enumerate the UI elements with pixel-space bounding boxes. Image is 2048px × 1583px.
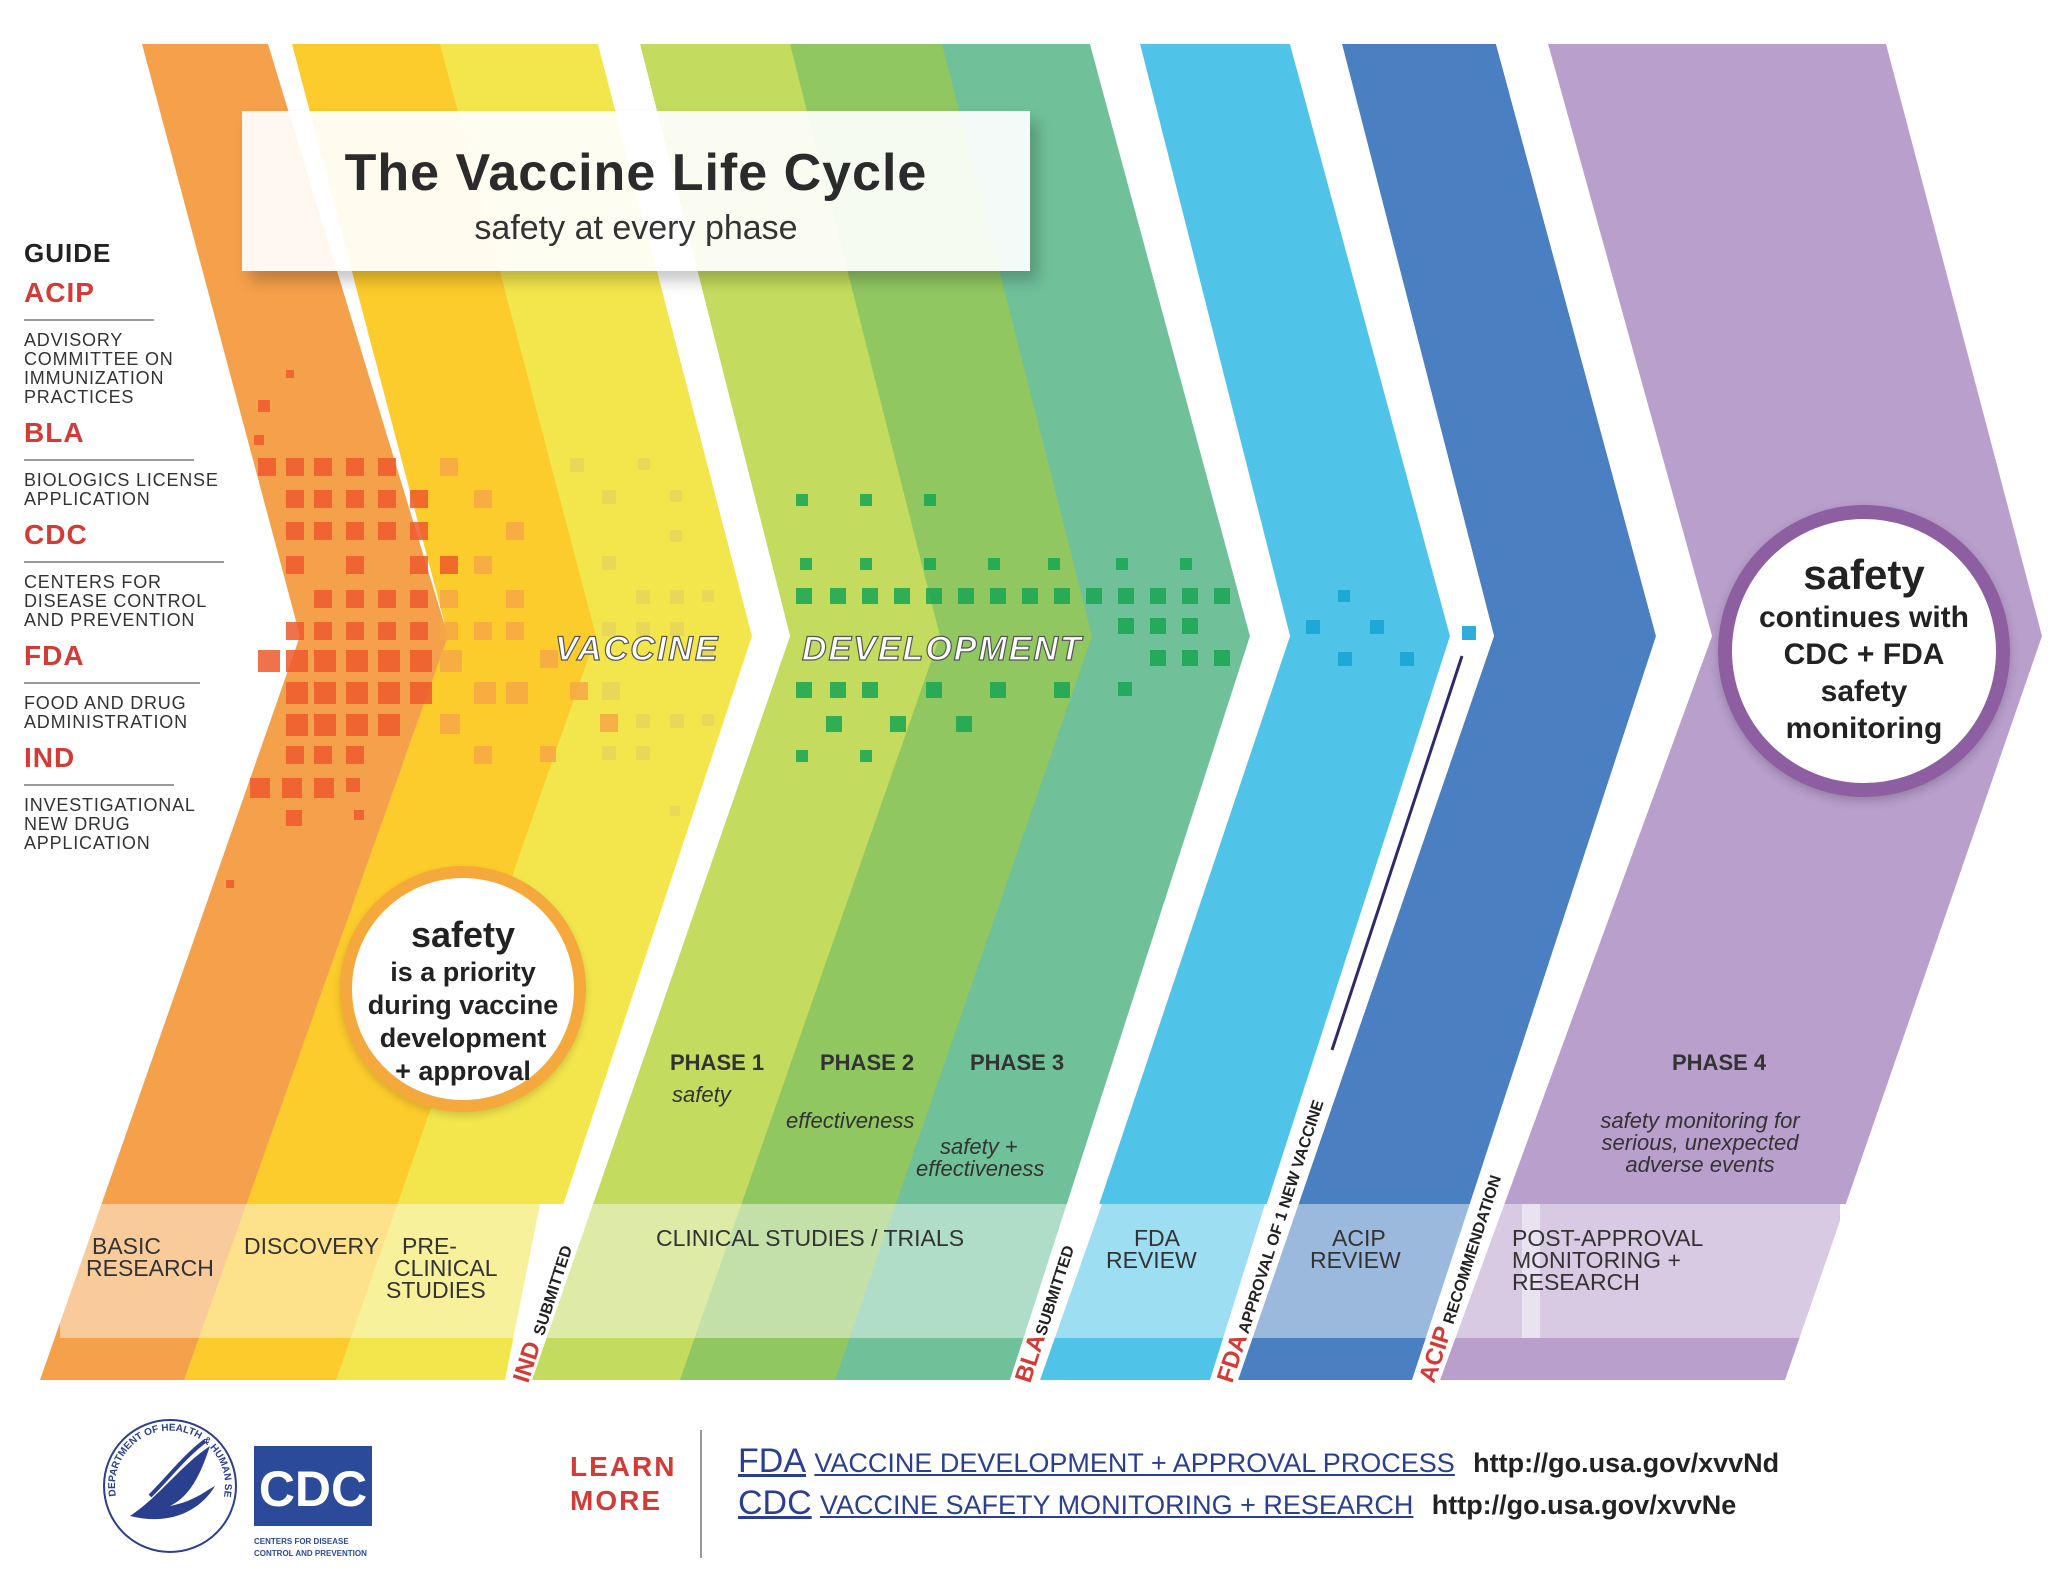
band-acip-review [1238,44,1656,1380]
safety-monitoring-bubble: safety continues with CDC + FDA safety m… [1718,505,2010,797]
stage-basic-research-line-1: BASIC [92,1233,161,1259]
stage-discovery: DISCOVERY [244,1233,379,1259]
stage-fda-review-line-1: FDA [1134,1225,1181,1251]
page-title: The Vaccine Life Cycle [344,144,928,202]
band-phase-3 [835,44,1250,1380]
phase-4-desc-line-2: serious, unexpected [1602,1130,1800,1155]
pixel-squares-yellow [440,458,618,764]
glossary-guide: GUIDE ACIP ADVISORY COMMITTEE ON IMMUNIZ… [24,238,234,863]
guide-abbr: ACIP [24,277,154,321]
safety-priority-bubble: safety is a priority during vaccine deve… [340,866,586,1112]
bubble-right-line: safety [1820,675,1908,708]
separator-fda [1210,44,1494,1380]
banner-vaccine: VACCINE [555,630,720,668]
guide-item-acip: ACIP ADVISORY COMMITTEE ON IMMUNIZATION … [24,277,234,407]
separator-acip [1412,44,1712,1380]
eagle-icon [130,1446,215,1520]
cdc-resource-link[interactable]: CDC VACCINE SAFETY MONITORING + RESEARCH… [738,1484,1736,1523]
guide-abbr: CDC [24,519,224,563]
stage-clinical: CLINICAL STUDIES / TRIALS [656,1225,964,1251]
band-phase-2 [680,44,1096,1380]
separator-bla [1010,44,1290,1380]
stage-fda-review-line-2: REVIEW [1106,1247,1197,1273]
phase-4-desc-line-1: safety monitoring for [1600,1108,1801,1133]
stage-preclinical-line-1: PRE- [402,1233,457,1259]
approval-divider-line [1330,655,1464,1051]
link-url[interactable]: http://go.usa.gov/xvvNe [1431,1490,1737,1520]
phase-3-desc-line-1: safety + [940,1134,1018,1159]
phase-4-desc-line-3: adverse events [1625,1152,1774,1177]
bubble-left-line: is a priority [390,957,536,987]
bubble-right-line: CDC + FDA [1783,638,1945,671]
cdc-logo-sub-2: CONTROL AND PREVENTION [254,1549,367,1558]
bubble-right-headline: safety [1803,551,1925,598]
band-discovery [184,44,600,1380]
footer-divider [700,1430,702,1558]
page-subtitle: safety at every phase [474,209,798,247]
stage-preclinical-line-2: CLINICAL [394,1255,498,1281]
phase-3-label: PHASE 3 [970,1050,1064,1075]
link-desc[interactable]: VACCINE DEVELOPMENT + APPROVAL PROCESS [814,1448,1455,1478]
stage-post-approval-line-2: MONITORING + [1512,1247,1681,1273]
learn-more-line-1: LEARN [570,1451,677,1482]
cdc-logo: CDC CENTERS FOR DISEASE CONTROL AND PREV… [254,1446,372,1558]
guide-item-fda: FDA FOOD AND DRUG ADMINISTRATION [24,640,234,732]
cdc-logo-letters: CDC [259,1461,367,1517]
stage-label-band [60,1204,1840,1338]
stage-acip-review-line-1: ACIP [1332,1225,1386,1251]
link-url[interactable]: http://go.usa.gov/xvvNd [1473,1448,1780,1478]
guide-full: INVESTIGATIONAL NEW DRUG APPLICATION [24,795,196,853]
eagle-wing-icon [148,1439,207,1498]
guide-full: FOOD AND DRUG ADMINISTRATION [24,693,188,732]
guide-item-ind: IND INVESTIGATIONAL NEW DRUG APPLICATION [24,742,234,853]
guide-abbr: BLA [24,417,194,461]
guide-item-bla: BLA BIOLOGICS LICENSE APPLICATION [24,417,234,509]
cdc-logo-sub-1: CENTERS FOR DISEASE [254,1537,349,1546]
phase-2-desc: effectiveness [786,1108,914,1133]
guide-item-cdc: CDC CENTERS FOR DISEASE CONTROL AND PREV… [24,519,234,630]
guide-abbr: FDA [24,640,200,684]
phase-3-desc-line-2: effectiveness [916,1156,1044,1181]
bubble-left-line: + approval [395,1056,531,1086]
band-fda-review [1040,44,1450,1380]
link-agency[interactable]: CDC [738,1484,812,1522]
guide-abbr: IND [24,742,174,786]
stage-basic-research-line-2: RESEARCH [86,1255,214,1281]
footer: LEARN MORE FDA VACCINE DEVELOPMENT + APP… [0,1400,2048,1583]
guide-full: BIOLOGICS LICENSE APPLICATION [24,470,219,509]
bubble-right-line: monitoring [1785,712,1943,745]
pixel-squares-pale [570,458,714,816]
phase-1-label: PHASE 1 [670,1050,764,1075]
stage-acip-review-line-2: REVIEW [1310,1247,1401,1273]
band-preclinical [336,44,752,1380]
guide-full: ADVISORY COMMITTEE ON IMMUNIZATION PRACT… [24,330,174,407]
pixel-squares-orange [226,370,458,888]
band-phase-1 [532,44,946,1380]
guide-title: GUIDE [24,238,112,268]
bubble-right-line: continues with [1759,601,1969,634]
link-desc[interactable]: VACCINE SAFETY MONITORING + RESEARCH [820,1490,1414,1520]
pixel-squares-blue [1306,590,1476,666]
stage-preclinical-line-3: STUDIES [386,1277,486,1303]
bubble-left-line: development [379,1023,547,1053]
fda-resource-link[interactable]: FDA VACCINE DEVELOPMENT + APPROVAL PROCE… [738,1442,1779,1481]
guide-full: CENTERS FOR DISEASE CONTROL AND PREVENTI… [24,572,207,630]
separator-ind [505,44,790,1380]
stage-post-approval-line-3: RESEARCH [1512,1269,1640,1295]
stage-post-approval-line-1: POST-APPROVAL [1512,1225,1704,1251]
separator-bottom-cover [505,1204,2040,1380]
banner-development: DEVELOPMENT [802,630,1084,668]
phase-4-label: PHASE 4 [1672,1050,1767,1075]
phase-2-label: PHASE 2 [820,1050,914,1075]
phase-1-desc: safety [672,1082,733,1107]
learn-more-label: LEARN MORE [570,1450,676,1518]
bubble-left-headline: safety [410,914,516,955]
learn-more-line-2: MORE [570,1485,662,1516]
bubble-left-line: during vaccine [367,990,559,1020]
pixel-squares-green [796,494,1230,762]
link-agency[interactable]: FDA [738,1442,806,1480]
title-box: The Vaccine Life Cycle safety at every p… [242,111,1030,271]
